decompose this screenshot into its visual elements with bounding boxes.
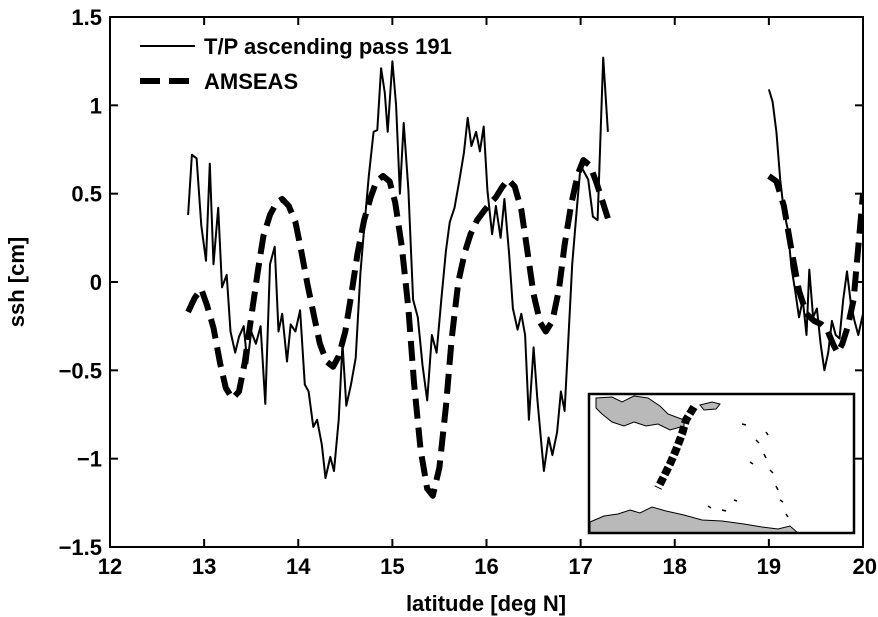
y-tick-label: 0: [90, 270, 102, 295]
inset-map-frame: [587, 392, 856, 535]
inset-map-land-hispaniola: [595, 395, 685, 431]
x-tick-label: 14: [286, 554, 311, 579]
y-tick-label: 1.5: [71, 5, 102, 30]
x-tick-label: 17: [568, 554, 592, 579]
inset-map-small-islands: [707, 423, 789, 518]
y-tick-label: 0.5: [71, 182, 102, 207]
inset-map-land-puerto-rico: [699, 401, 721, 411]
y-axis-ticks: −1.5 −1 −0.5 0 0.5 1 1.5: [59, 5, 863, 560]
legend-label-tp: T/P ascending pass 191: [204, 34, 452, 59]
plot-frame: [109, 16, 864, 548]
x-tick-label: 12: [98, 554, 122, 579]
x-tick-label: 18: [663, 554, 687, 579]
y-tick-label: −1: [77, 447, 102, 472]
y-tick-label: 1: [90, 93, 102, 118]
legend: T/P ascending pass 191 AMSEAS: [140, 34, 452, 94]
x-tick-label: 15: [380, 554, 404, 579]
series-tp-line-0: [187, 56, 609, 480]
x-tick-label: 19: [757, 554, 781, 579]
x-tick-label: 13: [192, 554, 216, 579]
x-tick-label: 16: [474, 554, 498, 579]
y-axis-label: ssh [cm]: [4, 237, 29, 327]
inset-map-land-south-america: [589, 506, 799, 533]
series-layer: [185, 56, 863, 499]
x-tick-label: 20: [853, 554, 877, 579]
x-axis-label: latitude [deg N]: [406, 591, 566, 616]
inset-map-track-pass-191: [654, 404, 698, 490]
inset-map: [587, 392, 856, 535]
y-tick-label: −1.5: [59, 535, 102, 560]
legend-label-amseas: AMSEAS: [204, 69, 298, 94]
y-tick-label: −0.5: [59, 358, 102, 383]
series-amseas-line-0: [185, 157, 611, 499]
series-amseas-line-1: [767, 173, 863, 356]
